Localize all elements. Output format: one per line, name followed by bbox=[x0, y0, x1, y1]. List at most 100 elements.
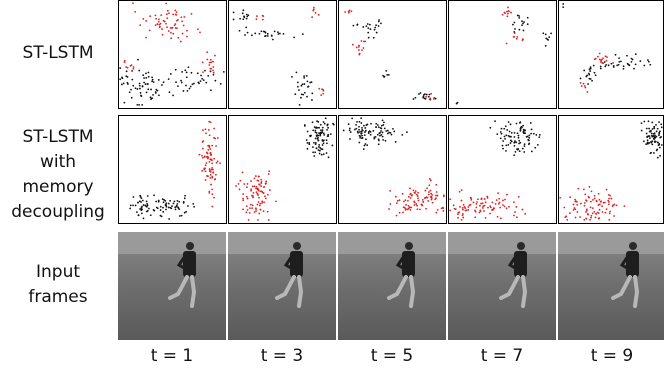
point bbox=[123, 61, 126, 63]
point bbox=[279, 32, 281, 35]
point bbox=[132, 196, 135, 198]
point bbox=[246, 183, 249, 185]
point bbox=[416, 208, 419, 211]
point bbox=[146, 195, 149, 197]
point bbox=[321, 129, 324, 132]
point bbox=[295, 71, 298, 74]
point bbox=[463, 205, 466, 208]
point bbox=[375, 122, 378, 125]
point bbox=[513, 144, 516, 147]
point bbox=[165, 22, 167, 25]
point bbox=[241, 171, 244, 174]
point bbox=[592, 64, 595, 67]
point bbox=[522, 29, 525, 32]
point bbox=[257, 218, 259, 221]
point bbox=[137, 214, 140, 217]
point bbox=[656, 156, 659, 159]
point bbox=[326, 123, 329, 126]
point bbox=[593, 194, 596, 197]
input-frame bbox=[448, 232, 556, 340]
point bbox=[379, 127, 382, 129]
point bbox=[320, 153, 323, 156]
point bbox=[616, 64, 619, 67]
point bbox=[598, 203, 601, 206]
point bbox=[208, 61, 211, 64]
point bbox=[247, 14, 250, 17]
point bbox=[169, 26, 172, 29]
point bbox=[404, 199, 407, 202]
point bbox=[369, 28, 372, 31]
point bbox=[605, 188, 608, 191]
point bbox=[351, 117, 354, 120]
point bbox=[169, 199, 172, 202]
point bbox=[188, 87, 191, 90]
point bbox=[429, 196, 432, 198]
point bbox=[202, 140, 205, 143]
point bbox=[263, 201, 265, 204]
point bbox=[508, 130, 511, 133]
point bbox=[585, 217, 587, 220]
point bbox=[499, 206, 502, 209]
point bbox=[308, 141, 311, 144]
point bbox=[354, 128, 356, 131]
point bbox=[659, 130, 661, 133]
point bbox=[211, 162, 214, 165]
point bbox=[505, 134, 508, 137]
runner-arm bbox=[619, 255, 630, 270]
point bbox=[411, 194, 413, 196]
point bbox=[576, 200, 578, 203]
point bbox=[521, 147, 524, 150]
point bbox=[356, 24, 359, 26]
point bbox=[462, 216, 465, 219]
point bbox=[519, 129, 522, 132]
point bbox=[424, 97, 427, 100]
point bbox=[609, 210, 612, 213]
point bbox=[651, 128, 654, 130]
point bbox=[275, 200, 277, 203]
point bbox=[506, 193, 508, 196]
point bbox=[458, 211, 461, 214]
point bbox=[355, 123, 357, 126]
point bbox=[209, 152, 212, 155]
point bbox=[264, 197, 267, 200]
point bbox=[315, 147, 318, 150]
point bbox=[136, 103, 139, 106]
point bbox=[608, 197, 610, 200]
point bbox=[523, 21, 525, 23]
point bbox=[119, 67, 122, 69]
point bbox=[235, 185, 237, 187]
point bbox=[648, 127, 651, 130]
point bbox=[267, 218, 270, 221]
point bbox=[654, 141, 656, 144]
point bbox=[649, 137, 651, 139]
point bbox=[478, 211, 481, 214]
point bbox=[585, 211, 587, 213]
point bbox=[318, 87, 321, 90]
point bbox=[151, 76, 153, 79]
point bbox=[574, 216, 577, 219]
point bbox=[357, 45, 360, 48]
point bbox=[476, 201, 478, 203]
point bbox=[518, 150, 521, 153]
point bbox=[380, 133, 383, 136]
point bbox=[382, 74, 385, 77]
point bbox=[534, 146, 537, 149]
point bbox=[659, 154, 661, 157]
point bbox=[296, 81, 299, 84]
point bbox=[313, 155, 316, 157]
point bbox=[170, 31, 172, 34]
point bbox=[154, 24, 157, 26]
point bbox=[313, 141, 315, 144]
point bbox=[193, 205, 196, 208]
point bbox=[259, 190, 262, 193]
point bbox=[352, 24, 355, 27]
point bbox=[145, 77, 148, 79]
point bbox=[303, 83, 306, 85]
point bbox=[214, 54, 216, 57]
point bbox=[658, 121, 660, 124]
point bbox=[421, 198, 424, 201]
point bbox=[417, 199, 420, 202]
point bbox=[513, 201, 515, 204]
point bbox=[572, 203, 575, 206]
point bbox=[167, 206, 170, 209]
